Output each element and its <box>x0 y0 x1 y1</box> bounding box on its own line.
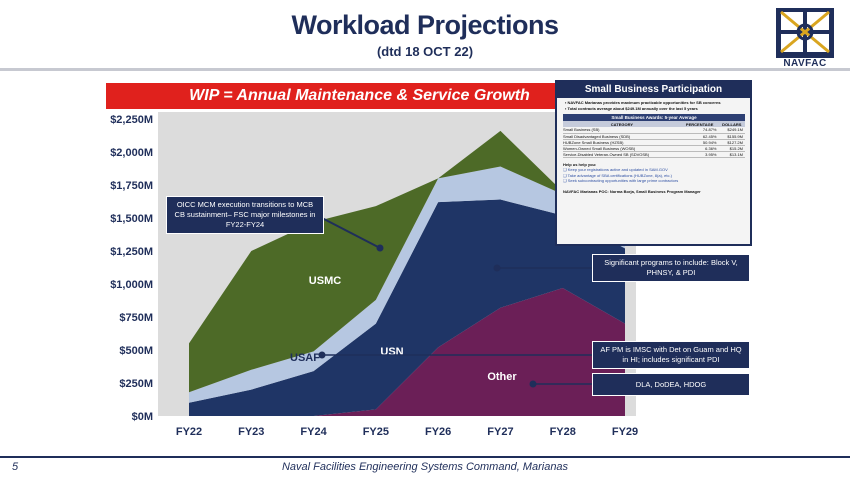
area-other <box>189 287 625 416</box>
sb-col-header: PERCENTAGE <box>680 121 719 127</box>
callout-af: AF PM is IMSC with Det on Guam and HQ in… <box>592 341 750 369</box>
sb-poc: NAVFAC Marianas POC: Norma Borja, Small … <box>563 188 701 194</box>
area-usn <box>189 199 625 416</box>
x-tick-label: FY28 <box>550 426 576 438</box>
y-tick-label: $500M <box>119 345 153 357</box>
sb-help-item: ❑ Seek subcontracting opportunities with… <box>563 178 679 183</box>
callout-other: DLA, DoDEA, HDOG <box>592 373 750 396</box>
series-label-usn: USN <box>380 346 403 358</box>
callout-dot-programs <box>493 264 501 272</box>
callout-dot-af <box>318 351 326 359</box>
sb-help: Help us help you: ❑ Keep your registrati… <box>557 158 750 184</box>
y-tick-label: $1,500M <box>110 213 153 225</box>
sb-help-title: Help us help you: <box>563 161 597 167</box>
series-label-usmc: USMC <box>309 275 341 287</box>
header-divider <box>0 68 850 71</box>
callout-dot-other <box>529 380 537 388</box>
x-tick-label: FY22 <box>176 426 202 438</box>
x-tick-label: FY26 <box>425 426 451 438</box>
callout-programs: Significant programs to include: Block V… <box>592 254 750 282</box>
page-number: 5 <box>12 461 19 473</box>
sb-help-item: ❑ Keep your registrations active and upd… <box>563 167 668 172</box>
table-row: HUBZone Small Business (HZSB) 50.94% $127.… <box>563 139 745 146</box>
y-tick-label: $1,750M <box>110 180 153 192</box>
x-tick-label: FY29 <box>612 426 638 438</box>
page-subtitle: (dtd 18 OCT 22) <box>376 44 474 59</box>
chart-banner: WIP = Annual Maintenance & Service Growt… <box>106 83 613 109</box>
page-title: Workload Projections <box>291 10 559 40</box>
callout-dot-oicc <box>376 244 384 252</box>
x-tick-label: FY27 <box>487 426 513 438</box>
area-usmc <box>189 130 625 393</box>
table-row: Service-Disabled Veteran-Owned SB (SDVOS… <box>563 151 745 158</box>
y-tick-label: $250M <box>119 378 153 390</box>
y-tick-label: $2,000M <box>110 147 153 159</box>
navfac-logo <box>776 8 834 58</box>
sb-bullet: ▪ Total contracts average about $249.1M … <box>565 105 698 111</box>
sb-help-item: ❑ Take advantage of SBA certifications (… <box>563 172 672 178</box>
x-tick-label: FY23 <box>238 426 264 438</box>
x-tick-label: FY24 <box>300 426 327 438</box>
sb-table-caption: Small Business Awards: 5-year Average <box>563 114 745 121</box>
area-usaf <box>189 166 625 403</box>
series-label-other: Other <box>487 371 517 383</box>
callout-line-oicc <box>321 217 381 249</box>
footer-text: Naval Facilities Engineering Systems Com… <box>281 461 569 473</box>
footer-divider <box>0 456 850 458</box>
small-business-title: Small Business Participation <box>557 82 750 98</box>
table-row: Women-Owned Small Business (WOSB) 6.36% $1… <box>563 145 745 152</box>
logo-text: NAVFAC <box>783 58 827 69</box>
x-tick-label: FY25 <box>363 426 389 438</box>
small-business-table: Small Business Awards: 5-year Average CA… <box>563 114 745 158</box>
series-label-usaf: USAF <box>290 352 320 364</box>
table-row: Small Business (SB) 74.87% $249.1M <box>563 127 745 134</box>
y-tick-label: $0M <box>132 411 153 423</box>
y-tick-label: $1,000M <box>110 279 153 291</box>
small-business-bullets: ▪ NAVFAC Marianas provides maximum pract… <box>557 98 750 111</box>
y-tick-label: $750M <box>119 312 153 324</box>
small-business-panel: Small Business Participation ▪ NAVFAC Ma… <box>555 80 752 246</box>
sb-col-header: CATEGORY <box>563 121 681 127</box>
sb-col-header: DOLLARS <box>718 121 745 127</box>
sb-bullet: ▪ NAVFAC Marianas provides maximum pract… <box>565 100 721 105</box>
y-tick-label: $2,250M <box>110 114 153 126</box>
y-tick-label: $1,250M <box>110 246 153 258</box>
table-row: Small Disadvantaged Business (SDB) 62.45%… <box>563 133 745 140</box>
callout-oicc: OICC MCM execution transitions to MCB CB… <box>166 196 324 234</box>
